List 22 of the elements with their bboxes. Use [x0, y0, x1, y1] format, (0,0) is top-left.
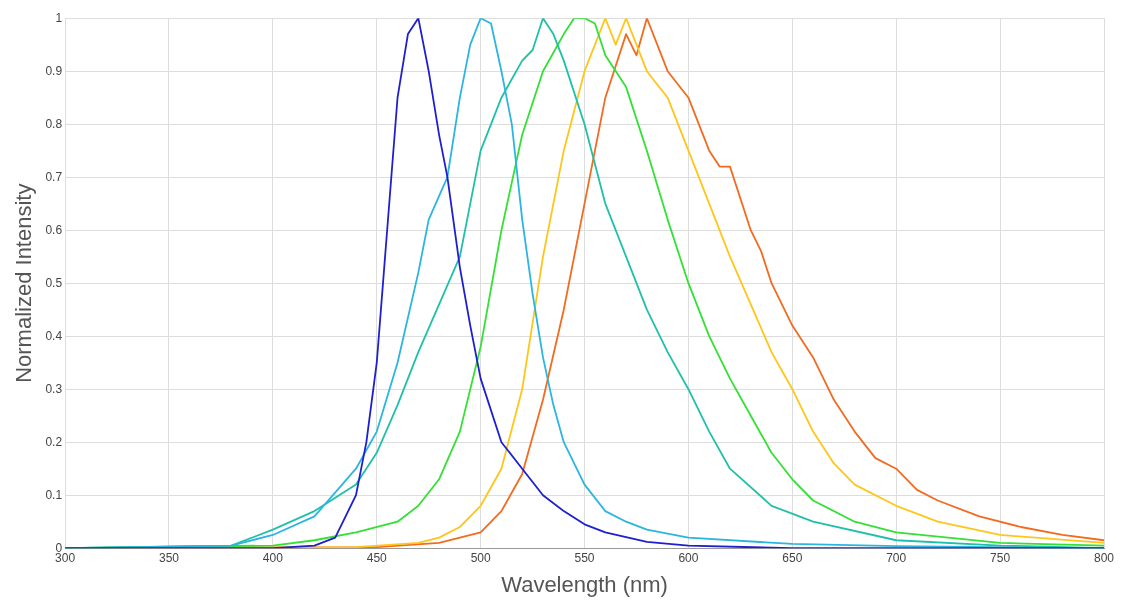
y-tick-label: 0.8 [45, 116, 63, 131]
x-tick-label: 700 [886, 550, 907, 565]
y-tick-label: 0.1 [45, 487, 63, 502]
y-tick-label: 0.7 [45, 169, 63, 184]
y-tick-label: 0.2 [45, 434, 63, 449]
x-axis-title: Wavelength (nm) [501, 571, 668, 597]
y-tick-label: 0.4 [45, 328, 63, 343]
x-tick-label: 350 [158, 550, 180, 565]
x-tick-label: 750 [990, 550, 1011, 565]
y-tick-label: 0.3 [45, 381, 63, 396]
x-tick-label: 800 [1093, 550, 1115, 565]
y-tick-label: 0.5 [45, 275, 63, 290]
x-tick-label: 500 [470, 550, 491, 565]
x-tick-label: 600 [678, 550, 699, 565]
y-tick-label: 0.6 [45, 222, 63, 237]
x-tick-label: 400 [262, 550, 284, 565]
y-axis-title: Normalized Intensity [11, 183, 37, 383]
y-tick-label: 0.9 [45, 63, 63, 78]
y-tick-label: 1 [55, 10, 63, 25]
x-tick-label: 550 [574, 550, 595, 565]
x-tick-label: 450 [366, 550, 388, 565]
x-tick-label: 650 [782, 550, 803, 565]
